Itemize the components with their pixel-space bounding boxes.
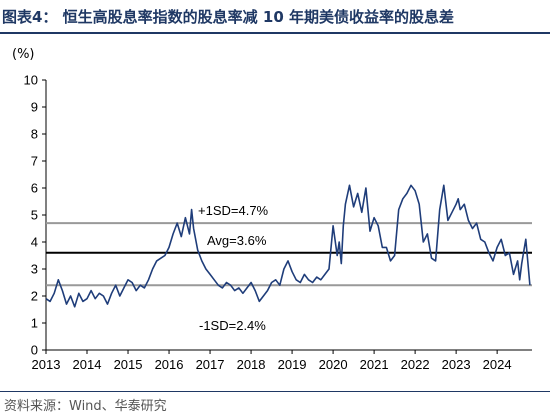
figure-title: 图表4： 恒生高股息率指数的股息率减 10 年期美债收益率的股息差 [2, 8, 454, 26]
x-tick-label: 2024 [483, 357, 512, 372]
x-tick-label: 2015 [114, 357, 143, 372]
y-tick-label: 10 [24, 73, 38, 88]
dividend-spread-series-line [45, 184, 531, 308]
x-tick-label: 2022 [401, 357, 430, 372]
source-divider [0, 391, 550, 392]
y-tick-label: 7 [31, 154, 38, 169]
y-tick-label: 6 [31, 181, 38, 196]
y-tick-label: 5 [31, 208, 38, 223]
title-divider [0, 32, 550, 34]
x-tick-label: 2021 [360, 357, 389, 372]
x-tick-label: 2013 [32, 357, 61, 372]
plus-1sd-label: +1SD=4.7% [198, 203, 269, 218]
x-tick-label: 2023 [442, 357, 471, 372]
x-tick-label: 2014 [73, 357, 102, 372]
y-tick-label: 2 [31, 289, 38, 304]
x-tick-label: 2017 [196, 357, 225, 372]
y-tick-label: 8 [31, 127, 38, 142]
minus-1sd-label: -1SD=2.4% [199, 318, 266, 333]
y-tick-label: 3 [31, 262, 38, 277]
y-unit-label: (%) [12, 47, 35, 62]
y-tick-label: 9 [31, 100, 38, 115]
y-tick-label: 4 [31, 235, 38, 250]
avg-label: Avg=3.6% [207, 233, 267, 248]
x-tick-label: 2019 [278, 357, 307, 372]
dividend-spread-chart: 0 1 2 3 4 5 6 7 8 9 10 2013 2014 2015 2016 2017 2018 2019… [24, 73, 532, 372]
x-tick-label: 2020 [319, 357, 348, 372]
x-tick-label: 2018 [237, 357, 266, 372]
x-tick-label: 2016 [155, 357, 184, 372]
y-tick-label: 1 [31, 316, 38, 331]
y-tick-label: 0 [31, 343, 38, 358]
source-note: 资料来源：Wind、华泰研究 [4, 399, 167, 414]
